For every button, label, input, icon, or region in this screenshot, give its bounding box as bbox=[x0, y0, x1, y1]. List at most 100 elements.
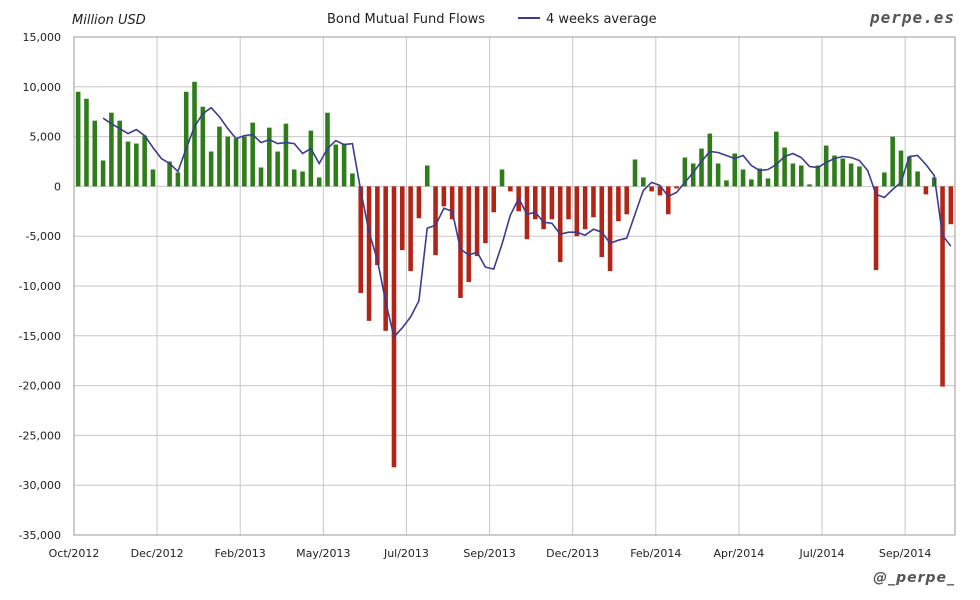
flow-bar bbox=[433, 186, 438, 256]
flow-bar bbox=[682, 157, 688, 187]
flow-bar bbox=[183, 91, 189, 187]
flow-bar bbox=[890, 136, 895, 187]
flow-bar bbox=[291, 169, 297, 187]
flow-bar bbox=[125, 141, 131, 187]
x-tick-label: Dec/2013 bbox=[546, 547, 599, 560]
flow-bar bbox=[441, 186, 447, 207]
flow-bar bbox=[923, 186, 929, 195]
flow-bar bbox=[907, 156, 912, 187]
flow-bar bbox=[316, 177, 322, 187]
flow-bar bbox=[574, 186, 580, 237]
flow-bar bbox=[375, 186, 380, 266]
flow-bar bbox=[383, 186, 388, 331]
flow-bar bbox=[757, 168, 762, 187]
flow-bar bbox=[857, 166, 862, 187]
flow-bar bbox=[599, 186, 605, 258]
flow-bar bbox=[823, 145, 829, 187]
flow-bar bbox=[217, 126, 222, 187]
flow-bar bbox=[541, 186, 546, 230]
flow-bar bbox=[333, 144, 339, 187]
y-tick-label: -10,000 bbox=[19, 280, 61, 293]
flow-bar bbox=[699, 148, 704, 187]
x-tick-label: Sep/2013 bbox=[463, 547, 515, 560]
flow-bar bbox=[283, 123, 289, 187]
flow-bar bbox=[200, 106, 206, 187]
bar-series bbox=[75, 81, 954, 468]
y-tick-label: -25,000 bbox=[19, 429, 61, 442]
x-tick-label: Sep/2014 bbox=[879, 547, 931, 560]
flow-bar bbox=[657, 186, 663, 196]
flow-bar bbox=[308, 130, 314, 187]
flow-bar bbox=[84, 98, 89, 187]
flow-bar bbox=[815, 165, 821, 187]
flow-bar bbox=[92, 120, 98, 187]
flow-bar bbox=[632, 159, 638, 187]
flow-bar bbox=[474, 186, 480, 257]
flow-bar bbox=[873, 186, 879, 271]
flow-bar bbox=[616, 186, 621, 222]
y-tick-label: 10,000 bbox=[23, 81, 62, 94]
flow-bar bbox=[715, 163, 721, 187]
flow-bar bbox=[740, 169, 746, 187]
author-handle: @_perpe_ bbox=[873, 570, 955, 586]
flow-bar bbox=[591, 186, 596, 218]
legend-label: 4 weeks average bbox=[546, 12, 657, 27]
flow-bar bbox=[483, 186, 488, 244]
flow-bar bbox=[424, 165, 430, 187]
flow-bar bbox=[142, 135, 147, 187]
y-tick-label: -30,000 bbox=[19, 479, 61, 492]
flow-bar bbox=[607, 186, 613, 272]
flow-bar bbox=[915, 171, 920, 187]
flow-bar bbox=[848, 163, 854, 187]
y-tick-label: 5,000 bbox=[30, 131, 62, 144]
flow-bar bbox=[250, 122, 255, 187]
flow-bar bbox=[724, 180, 729, 187]
flow-bar bbox=[400, 186, 405, 251]
flow-bar bbox=[532, 186, 538, 220]
flow-bar bbox=[798, 165, 804, 187]
flow-bar bbox=[275, 151, 280, 187]
flow-bar bbox=[774, 131, 779, 187]
chart-title: Bond Mutual Fund Flows bbox=[327, 12, 485, 27]
flow-bar bbox=[948, 186, 954, 225]
flow-bar bbox=[624, 186, 629, 215]
flow-bar bbox=[258, 167, 264, 187]
flow-bar bbox=[466, 186, 472, 283]
flow-bar bbox=[557, 186, 563, 263]
flow-bar bbox=[117, 120, 122, 187]
flow-bar bbox=[549, 186, 555, 220]
flow-bar bbox=[225, 136, 231, 187]
flow-bar bbox=[665, 186, 671, 215]
flow-bar bbox=[233, 138, 239, 187]
flow-bar bbox=[566, 186, 571, 220]
x-tick-label: May/2013 bbox=[296, 547, 350, 560]
y-tick-label: -35,000 bbox=[19, 529, 61, 542]
flow-bar bbox=[109, 112, 114, 187]
flow-bar bbox=[782, 147, 787, 187]
flow-bar bbox=[358, 186, 364, 293]
flow-bar bbox=[416, 186, 422, 219]
flow-bar bbox=[75, 91, 81, 187]
flow-bar bbox=[175, 172, 181, 187]
flow-bar bbox=[898, 150, 904, 187]
plot-frame bbox=[73, 36, 956, 536]
flow-bar bbox=[449, 186, 455, 220]
x-tick-label: Apr/2014 bbox=[714, 547, 765, 560]
flow-bar bbox=[167, 161, 172, 187]
flow-bar bbox=[408, 186, 413, 272]
flow-bar bbox=[790, 163, 796, 187]
x-axis-ticks: Oct/2012 Dec/2012 Feb/2013 May/2013 Jul/2013… bbox=[49, 547, 932, 560]
y-axis-ticks: 15,000 10,000 5,000 0 -5,000 -10,000 -15,000 -2… bbox=[19, 31, 61, 542]
flow-bar bbox=[674, 186, 679, 189]
flow-bar bbox=[134, 143, 139, 187]
flow-bar bbox=[649, 186, 654, 192]
flow-bar bbox=[350, 173, 355, 187]
flow-bar bbox=[300, 171, 305, 187]
x-tick-label: Feb/2013 bbox=[215, 547, 266, 560]
flow-bar bbox=[749, 179, 754, 187]
flow-bar bbox=[807, 184, 812, 187]
y-tick-label: -20,000 bbox=[19, 380, 61, 393]
flow-bar bbox=[242, 136, 247, 187]
flow-bar bbox=[582, 186, 588, 230]
